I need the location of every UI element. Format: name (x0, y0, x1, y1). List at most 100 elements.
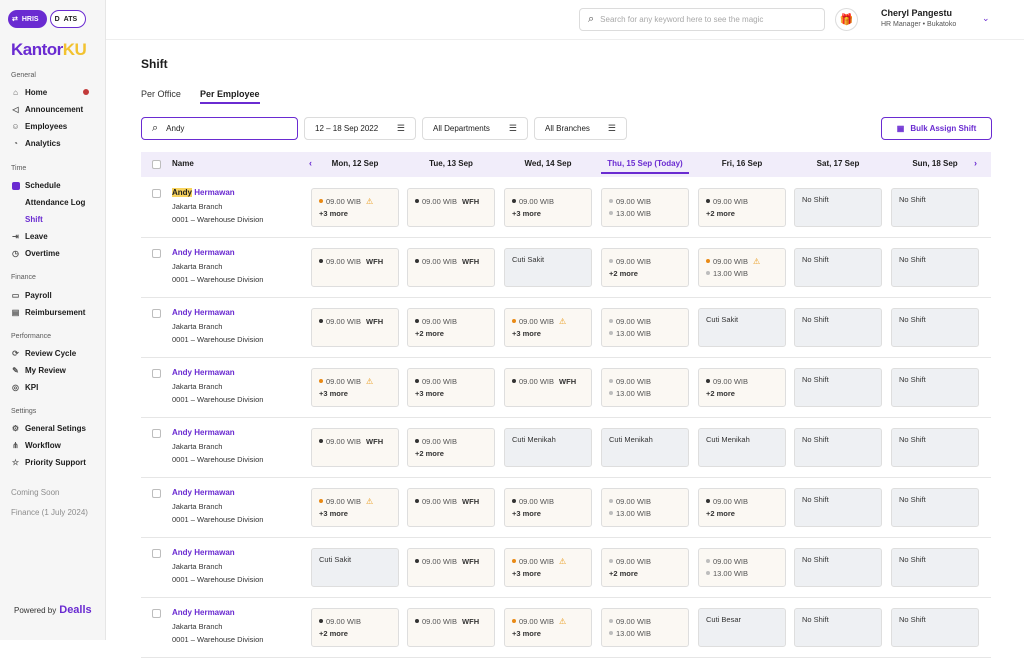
shift-cell[interactable]: 09.00 WIB 13.00 WIB (601, 608, 689, 647)
sidebar-item-schedule[interactable]: Schedule (11, 181, 101, 190)
shift-cell[interactable]: 09.00 WIB +2 more (698, 188, 786, 227)
shift-cell[interactable]: 09.00 WIB ⚠ 13.00 WIB (698, 248, 786, 287)
shift-cell[interactable]: 09.00 WIB WFH (311, 428, 399, 467)
more-shifts-link[interactable]: +3 more (512, 569, 541, 578)
shift-cell[interactable]: 09.00 WIB +2 more (698, 488, 786, 527)
shift-cell[interactable]: 09.00 WIB ⚠ +3 more (311, 368, 399, 407)
row-checkbox[interactable] (152, 609, 161, 618)
shift-cell[interactable]: Cuti Menikah (601, 428, 689, 467)
employee-name-link[interactable]: Andy Hermawan (172, 548, 235, 557)
more-shifts-link[interactable]: +2 more (706, 389, 735, 398)
sidebar-item-leave[interactable]: ⇥ Leave (12, 231, 48, 241)
shift-cell[interactable]: 09.00 WIB 13.00 WIB (601, 308, 689, 347)
shift-cell[interactable]: No Shift (891, 248, 979, 287)
shift-cell[interactable]: Cuti Sakit (504, 248, 592, 287)
more-shifts-link[interactable]: +3 more (319, 389, 348, 398)
shift-cell[interactable]: 09.00 WIB WFH (407, 608, 495, 647)
branch-filter[interactable]: All Branches ☰ (534, 117, 627, 140)
employee-name-link[interactable]: Andy Hermawan (172, 428, 235, 437)
employee-search-input[interactable]: ⌕ Andy (141, 117, 298, 140)
shift-cell[interactable]: 09.00 WIB 13.00 WIB (601, 488, 689, 527)
shift-cell[interactable]: 09.00 WIB WFH (407, 488, 495, 527)
sidebar-item-priority-support[interactable]: ☆ Priority Support (11, 457, 86, 467)
more-shifts-link[interactable]: +2 more (706, 509, 735, 518)
shift-cell[interactable]: No Shift (891, 188, 979, 227)
employee-name-link[interactable]: Andy Hermawan (172, 608, 235, 617)
more-shifts-link[interactable]: +3 more (512, 329, 541, 338)
shift-cell[interactable]: No Shift (891, 428, 979, 467)
prev-week-arrow-icon[interactable]: ‹ (309, 158, 312, 168)
select-all-checkbox[interactable] (152, 160, 161, 169)
sidebar-item-overtime[interactable]: ◷ Overtime (12, 248, 60, 258)
shift-cell[interactable]: No Shift (794, 548, 882, 587)
row-checkbox[interactable] (152, 249, 161, 258)
shift-cell[interactable]: 09.00 WIB +2 more (698, 368, 786, 407)
chevron-down-icon[interactable]: ⌄ (982, 13, 990, 23)
more-shifts-link[interactable]: +3 more (512, 209, 541, 218)
next-week-arrow-icon[interactable]: › (974, 158, 977, 168)
shift-cell[interactable]: 09.00 WIB WFH (311, 308, 399, 347)
more-shifts-link[interactable]: +2 more (415, 329, 444, 338)
tab-per-office[interactable]: Per Office (141, 89, 181, 99)
shift-cell[interactable]: No Shift (794, 368, 882, 407)
shift-cell[interactable]: No Shift (891, 608, 979, 647)
shift-cell[interactable]: 09.00 WIB WFH (311, 248, 399, 287)
shift-cell[interactable]: No Shift (794, 248, 882, 287)
employee-name-link[interactable]: Andy Hermawan (172, 248, 235, 257)
shift-cell[interactable]: No Shift (794, 428, 882, 467)
shift-cell[interactable]: 09.00 WIB ⚠ +3 more (504, 308, 592, 347)
employee-name-link[interactable]: Andy Hermawan (172, 188, 235, 197)
shift-cell[interactable]: No Shift (794, 188, 882, 227)
shift-cell[interactable]: Cuti Besar (698, 608, 786, 647)
more-shifts-link[interactable]: +3 more (319, 209, 348, 218)
shift-cell[interactable]: No Shift (891, 488, 979, 527)
shift-cell[interactable]: No Shift (891, 548, 979, 587)
shift-cell[interactable]: 09.00 WIB ⚠ +3 more (504, 548, 592, 587)
hris-switch[interactable]: ⇄ HRIS (8, 10, 47, 28)
more-shifts-link[interactable]: +2 more (609, 269, 638, 278)
employee-name-link[interactable]: Andy Hermawan (172, 308, 235, 317)
shift-cell[interactable]: 09.00 WIB ⚠ +3 more (504, 608, 592, 647)
more-shifts-link[interactable]: +3 more (319, 509, 348, 518)
shift-cell[interactable]: 09.00 WIB 13.00 WIB (601, 368, 689, 407)
shift-cell[interactable]: Cuti Menikah (504, 428, 592, 467)
shift-cell[interactable]: 09.00 WIB +2 more (601, 248, 689, 287)
sidebar-item-kpi[interactable]: ◎ KPI (12, 382, 39, 392)
shift-cell[interactable]: Cuti Menikah (698, 428, 786, 467)
sidebar-item-reimbursement[interactable]: ▤ Reimbursement (11, 307, 86, 317)
shift-cell[interactable]: Cuti Sakit (698, 308, 786, 347)
shift-cell[interactable]: 09.00 WIB WFH (504, 368, 592, 407)
shift-cell[interactable]: 09.00 WIB +2 more (407, 308, 495, 347)
shift-cell[interactable]: No Shift (794, 488, 882, 527)
shift-cell[interactable]: 09.00 WIB +2 more (601, 548, 689, 587)
tab-per-employee[interactable]: Per Employee (200, 89, 260, 104)
more-shifts-link[interactable]: +2 more (706, 209, 735, 218)
sidebar-item-employees[interactable]: ☺ Employees (11, 121, 68, 131)
more-shifts-link[interactable]: +3 more (512, 629, 541, 638)
shift-cell[interactable]: 09.00 WIB +3 more (407, 368, 495, 407)
row-checkbox[interactable] (152, 309, 161, 318)
sidebar-item-my-review[interactable]: ✎ My Review (12, 365, 66, 375)
ats-switch[interactable]: D ATS (49, 10, 87, 28)
shift-cell[interactable]: No Shift (891, 368, 979, 407)
row-checkbox[interactable] (152, 549, 161, 558)
shift-cell[interactable]: 09.00 WIB WFH (407, 248, 495, 287)
shift-cell[interactable]: 09.00 WIB WFH (407, 548, 495, 587)
gift-icon[interactable]: 🎁 (835, 8, 858, 31)
shift-cell[interactable]: 09.00 WIB ⚠ +3 more (311, 488, 399, 527)
bulk-assign-shift-button[interactable]: ▦ Bulk Assign Shift (881, 117, 992, 140)
shift-cell[interactable]: No Shift (794, 308, 882, 347)
shift-cell[interactable]: 09.00 WIB +3 more (504, 188, 592, 227)
row-checkbox[interactable] (152, 189, 161, 198)
employee-name-link[interactable]: Andy Hermawan (172, 488, 235, 497)
shift-cell[interactable]: No Shift (794, 608, 882, 647)
shift-cell[interactable]: 09.00 WIB +3 more (504, 488, 592, 527)
global-search-input[interactable]: ⌕ Search for any keyword here to see the… (579, 8, 825, 31)
sidebar-item-home[interactable]: ⌂ Home (11, 88, 101, 97)
sidebar-item-review-cycle[interactable]: ⟳ Review Cycle (12, 348, 77, 358)
more-shifts-link[interactable]: +2 more (319, 629, 348, 638)
sidebar-item-workflow[interactable]: ⋔ Workflow (12, 440, 61, 450)
shift-cell[interactable]: 09.00 WIB ⚠ +3 more (311, 188, 399, 227)
sidebar-item-payroll[interactable]: ▭ Payroll (11, 290, 52, 300)
shift-cell[interactable]: 09.00 WIB 13.00 WIB (698, 548, 786, 587)
